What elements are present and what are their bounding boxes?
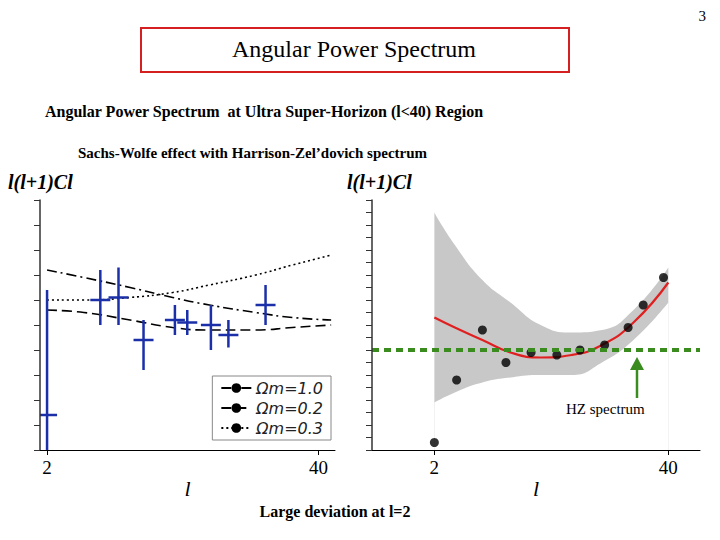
svg-text:3: 3 <box>699 8 707 24</box>
svg-text:l: l <box>533 476 539 501</box>
svg-text:40: 40 <box>309 457 328 478</box>
svg-text:l(l+1)Cl: l(l+1)Cl <box>347 171 412 194</box>
svg-text:Angular Power Spectrum: Angular Power Spectrum <box>232 36 476 62</box>
svg-text:Ωm=1.0: Ωm=1.0 <box>255 379 323 398</box>
svg-text:Ωm=0.2: Ωm=0.2 <box>255 399 323 418</box>
svg-text:Angular Power Spectrum at Ult: Angular Power Spectrum at Ultra Super-Ho… <box>45 103 483 121</box>
svg-text:Large deviation at l=2: Large deviation at l=2 <box>260 503 411 521</box>
svg-text:40: 40 <box>659 457 678 478</box>
svg-text:2: 2 <box>42 457 52 478</box>
svg-text:Ωm=0.3: Ωm=0.3 <box>255 419 323 438</box>
svg-text:l(l+1)Cl: l(l+1)Cl <box>8 171 73 194</box>
svg-text:2: 2 <box>430 457 440 478</box>
svg-text:Sachs-Wolfe effect with Harris: Sachs-Wolfe effect with Harrison-Zel’dov… <box>78 145 428 161</box>
svg-text:HZ spectrum: HZ spectrum <box>566 401 645 417</box>
svg-text:l: l <box>184 476 190 501</box>
